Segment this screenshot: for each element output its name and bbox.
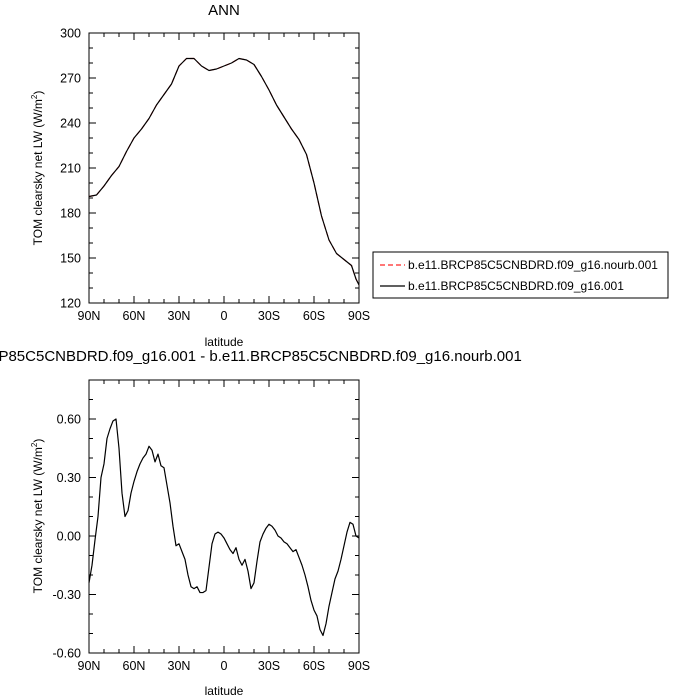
top-series-lines — [88, 57, 360, 286]
x-tick-label: 90N — [78, 309, 101, 323]
x-tick-label: 90N — [78, 659, 101, 673]
bottom-panel: b.e11.BRCP85C5CNBDRD.f09_g16.001 - b.e11… — [0, 348, 522, 698]
bottom-plot-frame — [88, 379, 360, 654]
y-tick-label: -0.60 — [53, 647, 82, 661]
y-tick-label: 0.30 — [57, 471, 81, 485]
top-x-axis-title: latitude — [205, 335, 244, 349]
top-plot-frame — [88, 32, 360, 304]
y-tick-label: 150 — [60, 252, 81, 266]
x-tick-label: 60S — [303, 309, 325, 323]
top-y-ticks: 120 150 180 210 240 270 300 — [60, 27, 359, 311]
x-tick-label: 30N — [168, 659, 191, 673]
y-tick-label: 180 — [60, 207, 81, 221]
x-tick-label: 60N — [123, 659, 146, 673]
series-line-2 — [88, 57, 360, 286]
x-tick-label: 90S — [348, 309, 370, 323]
bottom-y-axis-title: TOM clearsky net LW (W/m2) — [30, 439, 45, 594]
series-line-1 — [88, 57, 360, 286]
legend-box — [372, 251, 669, 299]
y-tick-label: 240 — [60, 117, 81, 131]
x-tick-label: 0 — [221, 309, 228, 323]
legend-label-nourb: b.e11.BRCP85C5CNBDRD.f09_g16.nourb.001 — [408, 258, 658, 272]
x-tick-label: 0 — [221, 659, 228, 673]
bottom-x-ticks: 90N 60N 30N 0 30S 60S 90S — [78, 380, 370, 673]
y-tick-label: 270 — [60, 72, 81, 86]
x-tick-label: 90S — [348, 659, 370, 673]
bottom-series-lines — [88, 418, 360, 637]
top-panel: ANN 90N 60N 30N 0 30S 60S 90S 120 150 180 210 240 2… — [30, 2, 370, 349]
legend-label-base: b.e11.BRCP85C5CNBDRD.f09_g16.001 — [408, 279, 624, 293]
top-chart-title: ANN — [208, 2, 240, 19]
top-legend: b.e11.BRCP85C5CNBDRD.f09_g16.nourb.001 b… — [372, 251, 669, 299]
y-tick-label: 120 — [60, 297, 81, 311]
top-x-ticks: 90N 60N 30N 0 30S 60S 90S — [78, 33, 370, 323]
top-y-axis-title: TOM clearsky net LW (W/m2) — [30, 91, 45, 246]
bottom-x-axis-title: latitude — [205, 684, 244, 698]
bottom-chart-title: b.e11.BRCP85C5CNBDRD.f09_g16.001 - b.e11… — [0, 348, 522, 365]
x-tick-label: 60S — [303, 659, 325, 673]
x-tick-label: 60N — [123, 309, 146, 323]
y-tick-label: -0.30 — [53, 588, 82, 602]
y-tick-label: 0.00 — [57, 530, 81, 544]
x-tick-label: 30S — [258, 309, 280, 323]
bottom-y-ticks: 0.60 0.30 0.00 -0.30 -0.60 — [53, 379, 359, 661]
y-tick-label: 0.60 — [57, 413, 81, 427]
series-line-1 — [88, 418, 360, 637]
x-tick-label: 30S — [258, 659, 280, 673]
y-tick-label: 300 — [60, 27, 81, 41]
y-tick-label: 210 — [60, 162, 81, 176]
x-tick-label: 30N — [168, 309, 191, 323]
